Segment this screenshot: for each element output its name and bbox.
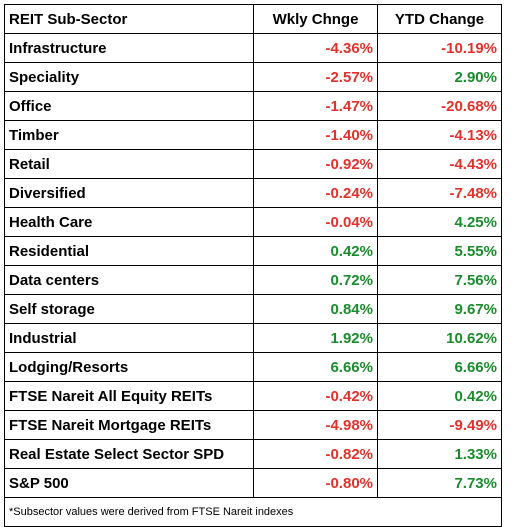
weekly-change-value: -0.42%: [253, 381, 378, 411]
sector-name: Timber: [4, 120, 254, 150]
ytd-change-value: 1.33%: [377, 439, 502, 469]
sector-name: Health Care: [4, 207, 254, 237]
ytd-change-value: 7.73%: [377, 468, 502, 498]
weekly-change-value: -4.36%: [253, 33, 378, 63]
ytd-change-value: -20.68%: [377, 91, 502, 121]
sector-name: Real Estate Select Sector SPD: [4, 439, 254, 469]
weekly-change-value: 1.92%: [253, 323, 378, 353]
table-row: Self storage 0.84% 9.67%: [4, 294, 502, 324]
ytd-change-value: 0.42%: [377, 381, 502, 411]
table-header-row: REIT Sub-Sector Wkly Chnge YTD Change: [4, 4, 502, 34]
reit-performance-table-wrapper: REIT Sub-Sector Wkly Chnge YTD Change In…: [4, 4, 502, 527]
ytd-change-value: 10.62%: [377, 323, 502, 353]
header-ytd-change: YTD Change: [377, 4, 502, 34]
footnote: *Subsector values were derived from FTSE…: [4, 497, 502, 527]
sector-name: Speciality: [4, 62, 254, 92]
sector-name: FTSE Nareit All Equity REITs: [4, 381, 254, 411]
sector-name: Lodging/Resorts: [4, 352, 254, 382]
sector-name: Residential: [4, 236, 254, 266]
ytd-change-value: 6.66%: [377, 352, 502, 382]
table-row: FTSE Nareit Mortgage REITs -4.98% -9.49%: [4, 410, 502, 440]
sector-name: Self storage: [4, 294, 254, 324]
reit-performance-table: REIT Sub-Sector Wkly Chnge YTD Change In…: [4, 4, 502, 527]
ytd-change-value: 7.56%: [377, 265, 502, 295]
sector-name: Data centers: [4, 265, 254, 295]
table-row: Health Care -0.04% 4.25%: [4, 207, 502, 237]
table-row: Infrastructure -4.36% -10.19%: [4, 33, 502, 63]
weekly-change-value: -0.04%: [253, 207, 378, 237]
table-row: Office -1.47% -20.68%: [4, 91, 502, 121]
ytd-change-value: 5.55%: [377, 236, 502, 266]
table-row: Timber -1.40% -4.13%: [4, 120, 502, 150]
table-row: Real Estate Select Sector SPD -0.82% 1.33%: [4, 439, 502, 469]
weekly-change-value: 0.84%: [253, 294, 378, 324]
weekly-change-value: -1.40%: [253, 120, 378, 150]
table-body: REIT Sub-Sector Wkly Chnge YTD Change In…: [4, 4, 502, 498]
weekly-change-value: 6.66%: [253, 352, 378, 382]
table-row: Industrial 1.92% 10.62%: [4, 323, 502, 353]
weekly-change-value: -0.24%: [253, 178, 378, 208]
table-row: S&P 500 -0.80% 7.73%: [4, 468, 502, 498]
sector-name: Diversified: [4, 178, 254, 208]
header-sector: REIT Sub-Sector: [4, 4, 254, 34]
weekly-change-value: 0.72%: [253, 265, 378, 295]
sector-name: FTSE Nareit Mortgage REITs: [4, 410, 254, 440]
weekly-change-value: -2.57%: [253, 62, 378, 92]
weekly-change-value: -0.80%: [253, 468, 378, 498]
table-row: Residential 0.42% 5.55%: [4, 236, 502, 266]
ytd-change-value: -10.19%: [377, 33, 502, 63]
ytd-change-value: 4.25%: [377, 207, 502, 237]
weekly-change-value: 0.42%: [253, 236, 378, 266]
sector-name: Industrial: [4, 323, 254, 353]
weekly-change-value: -4.98%: [253, 410, 378, 440]
ytd-change-value: -4.13%: [377, 120, 502, 150]
ytd-change-value: -9.49%: [377, 410, 502, 440]
sector-name: Infrastructure: [4, 33, 254, 63]
weekly-change-value: -1.47%: [253, 91, 378, 121]
header-weekly-change: Wkly Chnge: [253, 4, 378, 34]
sector-name: Retail: [4, 149, 254, 179]
sector-name: S&P 500: [4, 468, 254, 498]
table-row: FTSE Nareit All Equity REITs -0.42% 0.42%: [4, 381, 502, 411]
table-row: Diversified -0.24% -7.48%: [4, 178, 502, 208]
table-row: Data centers 0.72% 7.56%: [4, 265, 502, 295]
footnote-row: *Subsector values were derived from FTSE…: [4, 497, 502, 527]
table-row: Retail -0.92% -4.43%: [4, 149, 502, 179]
ytd-change-value: -4.43%: [377, 149, 502, 179]
weekly-change-value: -0.82%: [253, 439, 378, 469]
sector-name: Office: [4, 91, 254, 121]
ytd-change-value: -7.48%: [377, 178, 502, 208]
weekly-change-value: -0.92%: [253, 149, 378, 179]
ytd-change-value: 9.67%: [377, 294, 502, 324]
table-row: Speciality -2.57% 2.90%: [4, 62, 502, 92]
table-row: Lodging/Resorts 6.66% 6.66%: [4, 352, 502, 382]
ytd-change-value: 2.90%: [377, 62, 502, 92]
